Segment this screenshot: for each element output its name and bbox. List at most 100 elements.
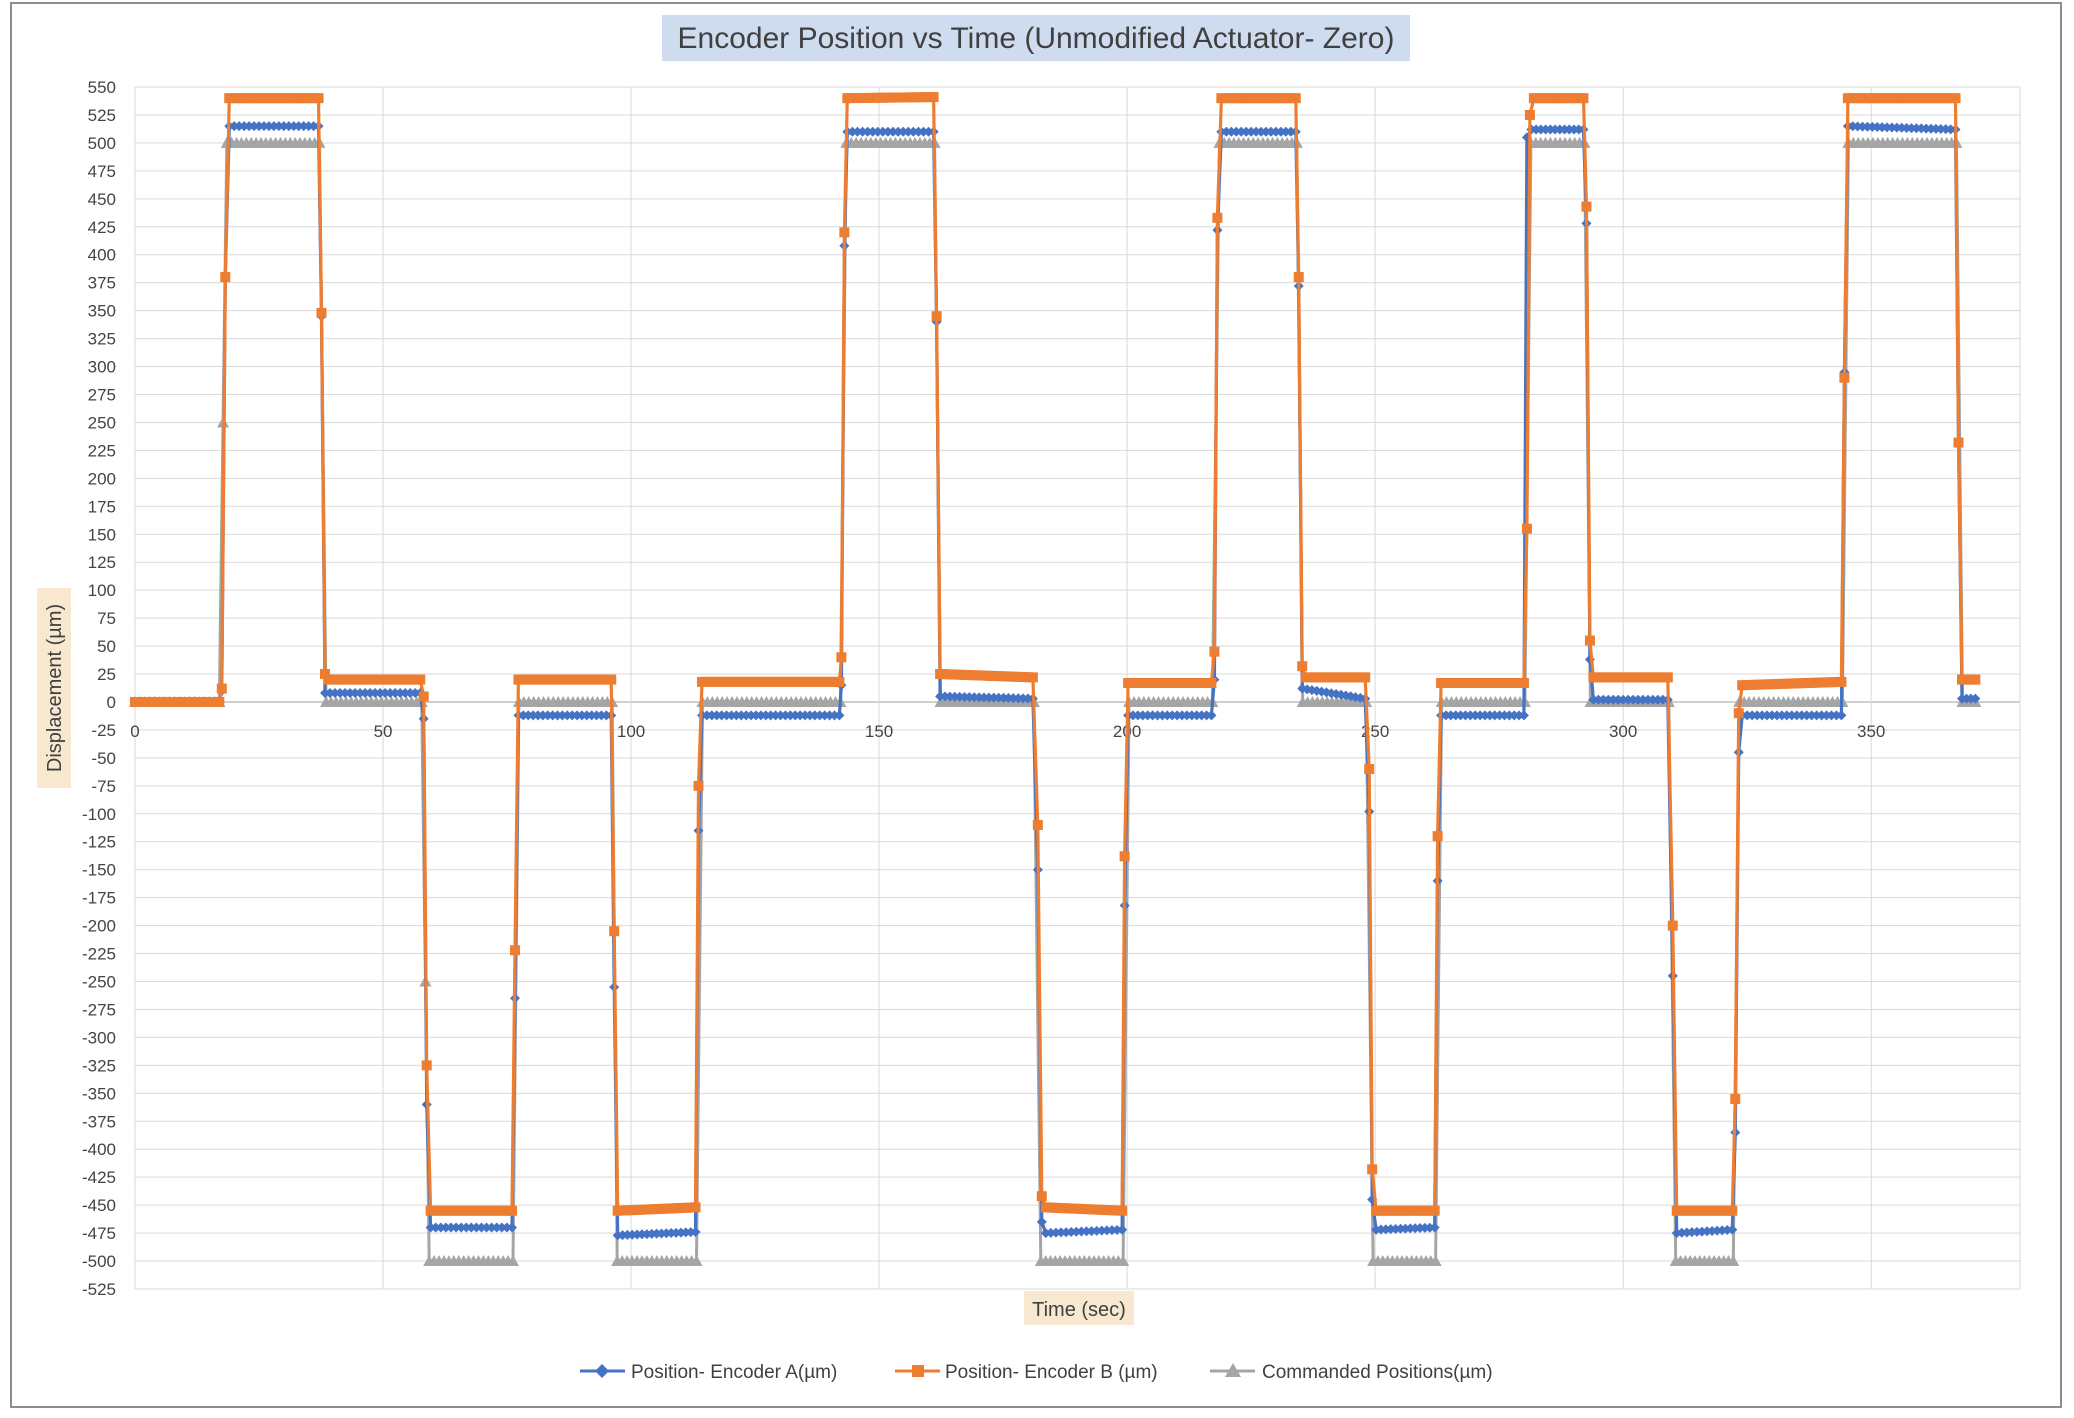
point-marker — [330, 688, 341, 699]
point-marker — [1209, 646, 1220, 657]
point-marker — [898, 92, 909, 103]
point-marker — [852, 126, 863, 137]
point-marker — [918, 126, 929, 137]
point-marker — [496, 1222, 507, 1233]
point-marker — [1839, 372, 1850, 383]
point-marker — [425, 1222, 436, 1233]
point-marker — [486, 1205, 497, 1216]
point-marker — [862, 92, 873, 103]
point-marker — [491, 1205, 502, 1216]
y-tick-label: -325 — [82, 1056, 116, 1075]
legend-label-encoder-b: Position- Encoder B (µm) — [945, 1362, 1158, 1383]
point-marker — [456, 1205, 467, 1216]
legend-triangle-marker — [1225, 1363, 1241, 1377]
point-marker — [385, 688, 396, 699]
y-tick-label: -425 — [82, 1168, 116, 1187]
point-marker — [1091, 1204, 1102, 1215]
x-tick-label: 300 — [1609, 722, 1637, 741]
point-marker — [1717, 1205, 1728, 1216]
chart-title-bg — [662, 15, 1410, 61]
point-marker — [877, 126, 888, 137]
point-marker — [1071, 1203, 1082, 1214]
y-tick-label: 200 — [88, 469, 116, 488]
y-tick-label: 500 — [88, 134, 116, 153]
y-tick-label: 175 — [88, 497, 116, 516]
y-tick-label: -525 — [82, 1280, 116, 1299]
point-marker — [847, 93, 858, 104]
point-marker — [390, 688, 401, 699]
point-marker — [507, 1222, 517, 1233]
point-marker — [1076, 1203, 1087, 1214]
series-line — [135, 95, 1976, 1213]
point-marker — [435, 1205, 446, 1216]
legend-square-marker — [912, 1365, 924, 1377]
y-tick-label: -350 — [82, 1084, 116, 1103]
point-marker — [1702, 1205, 1713, 1216]
point-marker — [345, 688, 356, 699]
y-tick-label: 425 — [88, 218, 116, 237]
point-marker — [1367, 1164, 1378, 1175]
point-marker — [836, 652, 847, 663]
y-tick-label: 100 — [88, 581, 116, 600]
point-marker — [882, 92, 893, 103]
point-marker — [1730, 1093, 1741, 1104]
y-tick-label: -25 — [91, 721, 116, 740]
point-marker — [451, 1205, 462, 1216]
point-marker — [908, 92, 919, 103]
point-marker — [445, 1205, 456, 1216]
point-marker — [877, 92, 888, 103]
point-marker — [319, 688, 330, 699]
y-tick-label: 450 — [88, 190, 116, 209]
point-marker — [1953, 437, 1964, 448]
point-marker — [1086, 1204, 1097, 1215]
point-marker — [1050, 1202, 1061, 1213]
point-marker — [606, 674, 617, 685]
y-tick-label: -275 — [82, 1000, 116, 1019]
point-marker — [862, 126, 873, 137]
point-marker — [1707, 1205, 1718, 1216]
point-marker — [445, 1222, 456, 1233]
point-marker — [491, 1222, 502, 1233]
point-marker — [370, 688, 381, 699]
point-marker — [842, 93, 853, 104]
y-tick-label: 275 — [88, 385, 116, 404]
point-marker — [340, 688, 351, 699]
y-axis-label: Displacement (µm) — [44, 604, 66, 772]
point-marker — [451, 1222, 462, 1233]
point-marker — [690, 1255, 703, 1267]
point-marker — [466, 1205, 477, 1216]
y-tick-label: -250 — [82, 973, 116, 992]
y-tick-label: 550 — [88, 78, 116, 97]
point-marker — [693, 780, 704, 791]
point-marker — [867, 92, 878, 103]
point-marker — [1727, 1255, 1740, 1267]
point-marker — [486, 1222, 497, 1233]
point-marker — [1676, 1205, 1687, 1216]
point-marker — [1360, 672, 1371, 683]
point-marker — [690, 1202, 701, 1213]
x-tick-label: 100 — [617, 722, 645, 741]
point-marker — [928, 92, 939, 103]
y-tick-label: 475 — [88, 162, 116, 181]
point-marker — [325, 688, 336, 699]
y-tick-label: 525 — [88, 106, 116, 125]
point-marker — [1722, 1205, 1733, 1216]
x-axis: 0 50 100 150 200 250 300 350 — [130, 722, 1885, 741]
y-axis-label-bg — [37, 588, 71, 788]
point-marker — [1584, 635, 1595, 646]
point-marker — [1696, 1205, 1707, 1216]
point-marker — [1106, 1205, 1117, 1216]
point-marker — [456, 1222, 467, 1233]
point-marker — [220, 272, 231, 283]
point-marker — [216, 683, 227, 694]
point-marker — [1027, 672, 1038, 683]
point-marker — [507, 1205, 517, 1216]
x-tick-label: 150 — [865, 722, 893, 741]
point-marker — [1429, 1255, 1442, 1267]
point-marker — [313, 93, 324, 104]
point-marker — [1950, 93, 1961, 104]
y-tick-label: -75 — [91, 777, 116, 796]
series-encoder-b — [130, 92, 1981, 1216]
point-marker — [1293, 272, 1304, 283]
point-marker — [1040, 1202, 1051, 1213]
